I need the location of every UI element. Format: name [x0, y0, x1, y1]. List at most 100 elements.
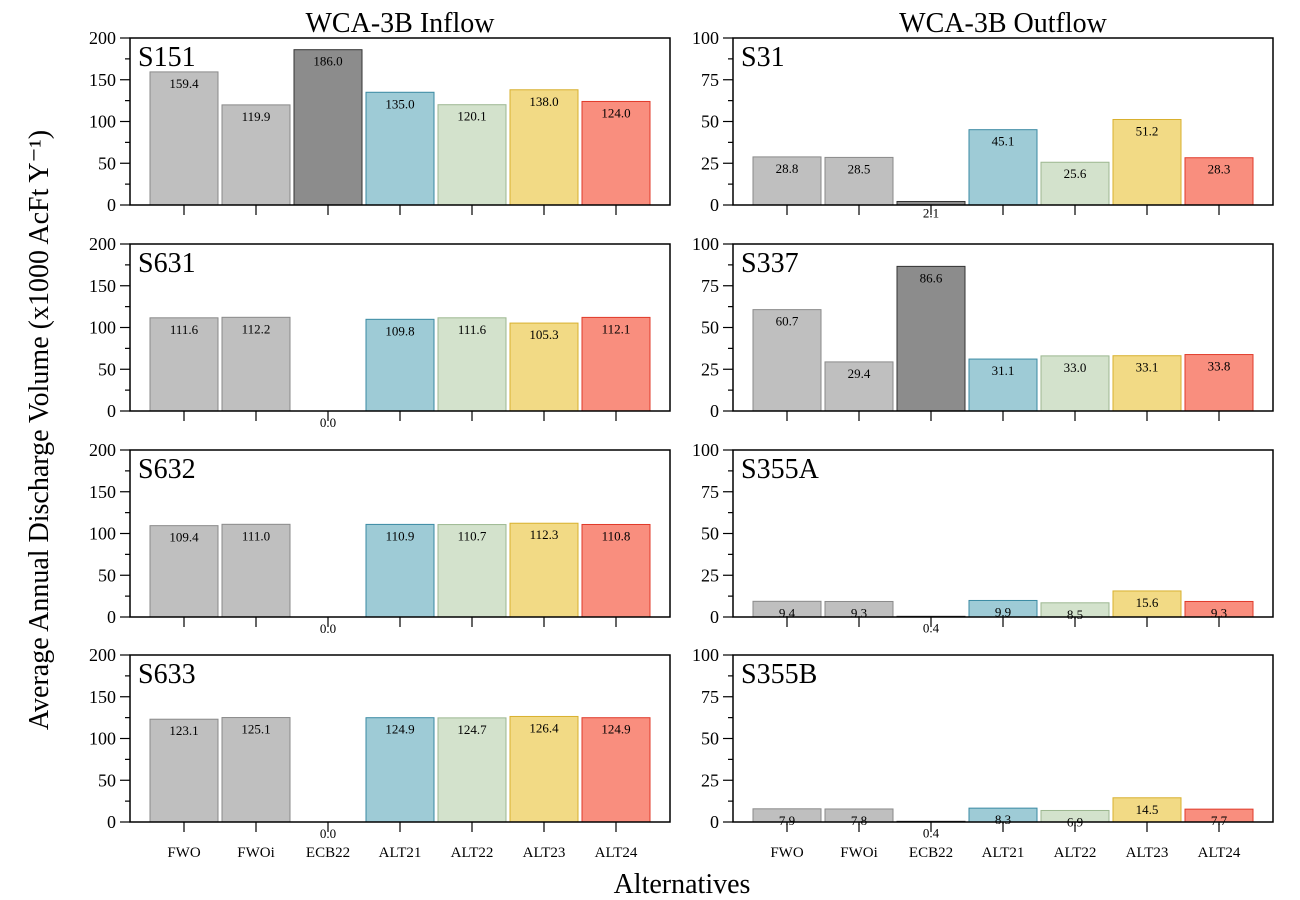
y-tick-label: 150	[89, 276, 116, 296]
bar-fwoi	[824, 156, 894, 206]
x-tick-label-fwoi: FWOi	[840, 845, 878, 861]
y-tick-label: 25	[701, 565, 719, 585]
y-tick-label: 0	[710, 607, 719, 627]
bar-alt21	[968, 129, 1038, 206]
panel-frame	[129, 449, 671, 618]
bar-value-label: 125.1	[241, 722, 270, 737]
y-tick-label: 0	[107, 401, 116, 421]
y-tick-label: 0	[710, 812, 719, 832]
bar-value-label: 0.4	[923, 825, 940, 840]
bar-value-label: 135.0	[385, 96, 414, 111]
y-tick-label: 100	[692, 234, 719, 254]
bar-fwoi	[221, 717, 291, 823]
y-tick-label: 50	[98, 770, 116, 790]
bar-value-label: 138.0	[529, 94, 558, 109]
bar-value-label: 7.9	[779, 813, 795, 828]
bar-alt23	[1112, 118, 1182, 206]
bar-value-label: 8.3	[995, 812, 1011, 827]
bar-alt21	[365, 717, 435, 823]
panel-s337: 0 25 50 75 100 60.7 29.4 86.6 31.1 33.0 33.1 33.8 S3…	[692, 234, 1274, 421]
bar-value-label: 0.0	[320, 415, 336, 430]
x-tick-label-alt24: ALT24	[1198, 845, 1241, 861]
bar-alt22	[437, 524, 507, 618]
bar-value-label: 33.1	[1136, 360, 1159, 375]
x-tick-label-alt21: ALT21	[379, 845, 422, 861]
panel-frame	[129, 654, 671, 823]
y-tick-label: 100	[89, 318, 116, 338]
y-tick-label: 50	[701, 729, 719, 749]
bar-alt24	[1184, 354, 1254, 412]
bar-value-label: 112.2	[242, 321, 271, 336]
bar-value-label: 14.5	[1136, 802, 1159, 817]
y-tick-label: 25	[701, 770, 719, 790]
bar-value-label: 111.6	[170, 322, 199, 337]
bar-value-label: 110.8	[602, 528, 631, 543]
y-tick-label: 75	[701, 70, 719, 90]
panel-title: S633	[138, 659, 196, 690]
y-tick-label: 50	[701, 318, 719, 338]
bar-value-label: 105.3	[529, 327, 558, 342]
bar-value-label: 124.7	[457, 722, 487, 737]
bar-value-label: 86.6	[920, 270, 943, 285]
bar-value-label: 110.7	[458, 529, 487, 544]
y-tick-label: 50	[98, 359, 116, 379]
x-tick-label-alt23: ALT23	[1126, 845, 1169, 861]
bar-fwo	[752, 309, 822, 412]
y-tick-label: 25	[701, 153, 719, 173]
bar-alt21	[968, 358, 1038, 412]
bar-fwo	[149, 317, 219, 412]
panel-title: S151	[138, 42, 196, 73]
x-tick-label-alt22: ALT22	[1054, 845, 1097, 861]
bar-value-label: 9.9	[995, 604, 1011, 619]
panel-s633: 0 50 100 150 200 123.1 FWO 125.1 FWOi 0.0 ECB22 124…	[89, 645, 671, 861]
column-title-inflow: WCA-3B Inflow	[306, 8, 496, 39]
panel-title: S632	[138, 454, 196, 485]
x-tick-label-fwo: FWO	[167, 845, 201, 861]
bar-value-label: 124.0	[601, 105, 630, 120]
bar-fwoi	[824, 361, 894, 412]
bar-ecb22	[293, 49, 363, 206]
panel-title: S31	[741, 42, 785, 73]
bar-value-label: 111.0	[242, 528, 270, 543]
x-tick-label-fwo: FWO	[770, 845, 804, 861]
y-tick-label: 0	[710, 195, 719, 215]
panel-s631: 0 50 100 150 200 111.6 112.2 0.0 109.8 111.6 105.3…	[89, 234, 671, 430]
y-tick-label: 75	[701, 687, 719, 707]
y-tick-label: 25	[701, 359, 719, 379]
y-tick-label: 150	[89, 70, 116, 90]
y-tick-label: 50	[701, 524, 719, 544]
panel-frame	[129, 243, 671, 412]
y-tick-label: 200	[89, 440, 116, 460]
bar-value-label: 126.4	[529, 720, 559, 735]
y-tick-label: 100	[692, 645, 719, 665]
bar-value-label: 45.1	[992, 134, 1015, 149]
bar-value-label: 124.9	[385, 722, 414, 737]
panel-s355b: 02550751007.9FWO7.8FWOi0.4ECB228.3ALT216…	[692, 645, 1274, 861]
bar-alt22	[1040, 355, 1110, 412]
bar-value-label: 33.0	[1064, 360, 1087, 375]
x-tick-label-alt22: ALT22	[451, 845, 494, 861]
bar-alt21	[365, 91, 435, 206]
panel-title: S631	[138, 248, 196, 279]
y-tick-label: 50	[701, 112, 719, 132]
bar-value-label: 109.4	[169, 530, 199, 545]
bar-alt23	[509, 89, 579, 206]
bar-fwo	[752, 156, 822, 206]
bar-alt22	[1040, 161, 1110, 206]
y-tick-label: 200	[89, 234, 116, 254]
bar-value-label: 29.4	[848, 366, 871, 381]
y-tick-label: 100	[89, 112, 116, 132]
panel-frame	[732, 449, 1274, 618]
y-tick-label: 0	[107, 607, 116, 627]
y-tick-label: 75	[701, 276, 719, 296]
y-tick-label: 100	[692, 440, 719, 460]
bar-value-label: 25.6	[1064, 166, 1087, 181]
column-title-outflow: WCA-3B Outflow	[899, 8, 1107, 39]
y-tick-label: 200	[89, 28, 116, 48]
y-tick-label: 100	[89, 524, 116, 544]
x-tick-label-alt23: ALT23	[523, 845, 566, 861]
y-tick-label: 75	[701, 482, 719, 502]
panel-frame	[732, 37, 1274, 206]
bar-value-label: 33.8	[1208, 359, 1231, 374]
